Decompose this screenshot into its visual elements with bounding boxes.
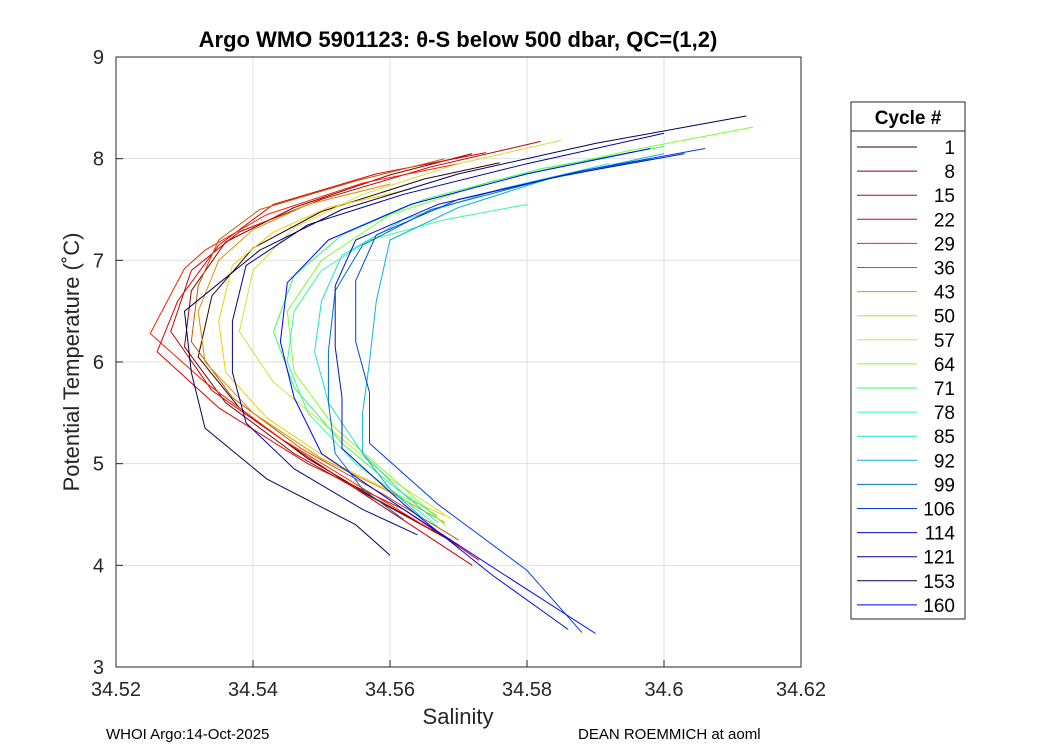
legend-label-153: 153 xyxy=(923,572,955,593)
y-axis-label: Potential Temperature (˚C) xyxy=(59,233,84,492)
legend-label-1: 1 xyxy=(944,138,955,159)
legend-title: Cycle # xyxy=(875,108,942,129)
legend-label-85: 85 xyxy=(934,427,955,448)
series-line-cycle-153 xyxy=(184,115,747,556)
series-line-cycle-1 xyxy=(197,162,500,538)
series-line-cycle-160 xyxy=(279,148,651,634)
x-tick-label: 34.58 xyxy=(502,679,552,701)
legend-label-8: 8 xyxy=(944,162,955,183)
x-tick-label: 34.54 xyxy=(228,679,278,701)
series-line-cycle-15 xyxy=(170,140,541,566)
y-tick-label: 8 xyxy=(93,149,104,171)
series-line-cycle-29 xyxy=(149,163,459,531)
series-line-cycle-57 xyxy=(238,139,562,515)
legend-label-121: 121 xyxy=(923,548,955,569)
x-tick-label: 34.6 xyxy=(645,679,684,701)
legend-label-114: 114 xyxy=(925,524,956,545)
legend-label-106: 106 xyxy=(923,500,955,521)
y-tick-label: 3 xyxy=(93,657,104,679)
series-line-cycle-114 xyxy=(334,153,685,630)
legend-label-15: 15 xyxy=(934,186,955,207)
series-line-cycle-99 xyxy=(327,158,651,521)
legend-label-57: 57 xyxy=(934,331,955,352)
series-line-cycle-43 xyxy=(197,183,446,524)
legend-label-99: 99 xyxy=(934,475,955,496)
legend-label-50: 50 xyxy=(934,307,955,328)
series-line-cycle-78 xyxy=(286,203,528,528)
chart-title: Argo WMO 5901123: θ-S below 500 dbar, QC… xyxy=(199,27,718,52)
footer-right-credit: DEAN ROEMMICH at aoml xyxy=(578,726,761,743)
legend-label-64: 64 xyxy=(934,355,956,376)
y-tick-label: 6 xyxy=(93,352,104,374)
x-tick-label: 34.56 xyxy=(365,679,415,701)
grid-lines xyxy=(115,56,802,668)
legend: Cycle #1 8 15 22 29 36 43 50 57 64 71 78 85 92 99 106 11… xyxy=(850,101,966,620)
legend-label-36: 36 xyxy=(934,259,955,280)
legend-label-22: 22 xyxy=(934,210,955,231)
legend-label-160: 160 xyxy=(923,596,955,617)
footer-left-credit: WHOI Argo:14-Oct-2025 xyxy=(106,726,270,743)
x-tick-label: 34.62 xyxy=(776,679,826,701)
legend-label-29: 29 xyxy=(934,234,955,255)
series-line-cycle-92 xyxy=(362,153,665,520)
series-line-cycle-50 xyxy=(218,188,452,520)
series-line-cycle-121 xyxy=(231,132,665,536)
legend-label-92: 92 xyxy=(934,451,955,472)
data-series-group xyxy=(149,115,754,634)
series-line-cycle-36 xyxy=(190,158,459,541)
y-tick-label: 4 xyxy=(93,555,104,577)
series-line-cycle-22 xyxy=(156,152,486,561)
legend-label-43: 43 xyxy=(934,283,955,304)
y-tick-label: 9 xyxy=(93,47,104,69)
y-tick-label: 5 xyxy=(93,454,104,476)
series-line-cycle-71 xyxy=(273,146,665,517)
x-tick-label: 34.52 xyxy=(91,679,141,701)
axis-ticks: 34.52 34.54 34.56 34.58 34.6 34.62 3 4 5 6 7 8 9 xyxy=(91,47,826,701)
legend-label-78: 78 xyxy=(934,403,955,424)
legend-label-71: 71 xyxy=(934,379,955,400)
y-tick-label: 7 xyxy=(93,250,104,272)
x-axis-label: Salinity xyxy=(423,704,494,729)
